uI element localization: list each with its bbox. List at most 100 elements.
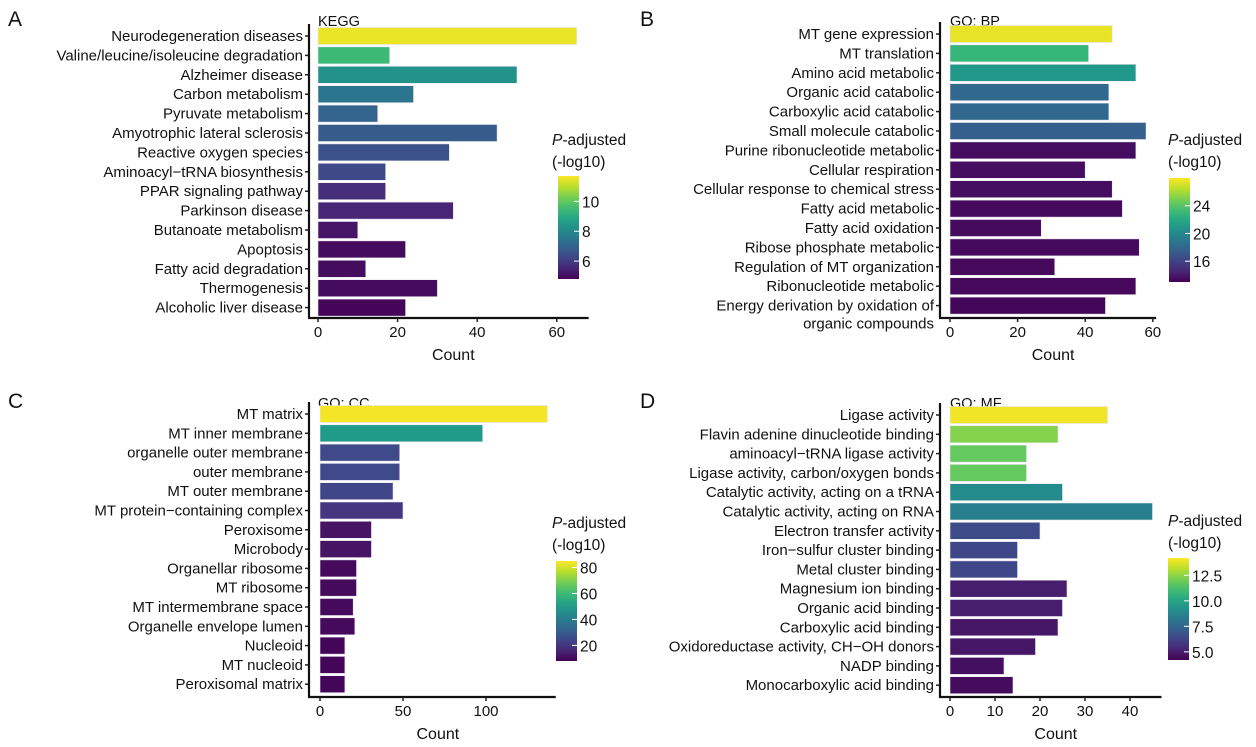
legend-title-p: P: [552, 132, 563, 149]
category-label: Amino acid metabolic: [791, 65, 934, 82]
bar: [949, 25, 1113, 43]
legend-title-adjusted: -adjusted: [562, 515, 626, 532]
colorbar-tick-label: 8: [582, 224, 591, 241]
category-label: organelle outer membrane: [127, 445, 303, 462]
category-label: Small molecule catabolic: [769, 123, 935, 140]
x-axis-title: Count: [1032, 347, 1075, 364]
category-label: Purine ribonucleotide metabolic: [725, 142, 935, 159]
colorbar-tick-label: 20: [580, 638, 598, 655]
category-label: Organellar ribosome: [167, 560, 303, 577]
bar: [949, 141, 1137, 160]
category-label: Amyotrophic lateral sclerosis: [112, 125, 303, 142]
category-label: Oxidoreductase activity, CH−OH donors: [669, 639, 934, 656]
x-tick-label: 40: [1122, 703, 1139, 720]
category-label: Alcoholic liver disease: [155, 300, 303, 317]
bar: [949, 83, 1110, 101]
bar: [317, 46, 390, 65]
colorbar-tick-label: 10.0: [1192, 594, 1223, 611]
x-tick-label: 40: [469, 324, 486, 341]
legend-subtitle: (-log10): [552, 537, 605, 554]
legend-subtitle: (-log10): [552, 154, 605, 171]
category-label: Monocarboxylic acid binding: [746, 677, 934, 694]
bar: [949, 199, 1123, 218]
bar: [317, 259, 367, 278]
category-label: Apoptosis: [237, 241, 303, 258]
bar: [949, 64, 1137, 82]
category-label: Thermogenesis: [200, 280, 303, 297]
category-label: MT ribosome: [216, 580, 303, 597]
category-label: Magnesium ion binding: [780, 581, 934, 598]
x-tick-label: 0: [314, 324, 322, 341]
colorbar-tick-label: 12.5: [1192, 568, 1222, 585]
bar: [317, 104, 379, 123]
colorbar: [556, 561, 577, 661]
panel-title: KEGG: [318, 14, 360, 30]
bar: [949, 676, 1014, 695]
bar: [949, 406, 1108, 424]
bar: [319, 501, 404, 520]
category-label: PPAR signaling pathway: [140, 183, 304, 200]
category-label: aminoacyl−tRNA ligase activity: [729, 446, 934, 463]
bar: [319, 656, 346, 674]
colorbar-tick-label: 6: [582, 254, 591, 271]
x-tick-label: 60: [548, 324, 565, 341]
category-label: Ribonucleotide metabolic: [766, 278, 934, 295]
category-label: Butanoate metabolism: [154, 222, 303, 239]
colorbar-tick-label: 10: [582, 194, 600, 211]
x-tick-label: 40: [1077, 324, 1094, 341]
panel-letter: A: [8, 8, 22, 31]
category-label: Peroxisome: [224, 522, 303, 539]
bar: [319, 443, 400, 462]
category-label: MT protein−containing complex: [94, 503, 303, 520]
bar: [317, 163, 386, 181]
legend-subtitle: (-log10): [1168, 535, 1221, 552]
colorbar-tick-label: 20: [1193, 226, 1211, 243]
category-label: Nucleoid: [245, 638, 303, 655]
category-label: Ligase activity: [840, 407, 935, 424]
category-label: Parkinson disease: [180, 203, 303, 220]
bar: [319, 636, 346, 655]
bar: [949, 102, 1110, 121]
bar: [319, 617, 356, 636]
colorbar-tick-label: 40: [580, 612, 598, 629]
x-tick-label: 100: [473, 703, 498, 720]
bar: [317, 240, 406, 259]
bar: [949, 238, 1140, 257]
bar: [317, 298, 406, 317]
x-tick-label: 50: [395, 703, 412, 720]
category-label: Fatty acid metabolic: [801, 201, 935, 218]
colorbar-tick-label: 16: [1193, 254, 1210, 271]
category-label: MT translation: [839, 45, 934, 62]
category-label: Carboxylic acid binding: [780, 619, 934, 636]
x-tick-label: 0: [946, 324, 954, 341]
bar: [949, 502, 1153, 521]
colorbar: [1168, 558, 1189, 660]
category-label: Organic acid binding: [797, 600, 934, 617]
category-label: MT gene expression: [798, 26, 934, 43]
category-label: Organelle envelope lumen: [128, 618, 303, 635]
bar: [949, 637, 1036, 656]
bar: [317, 124, 498, 142]
panel-letter: C: [8, 390, 23, 413]
category-label: MT nucleoid: [222, 657, 303, 674]
category-label: Pyruvate metabolism: [163, 106, 303, 123]
bar: [949, 483, 1063, 502]
category-label: MT intermembrane space: [132, 599, 303, 616]
category-label: Neurodegeneration diseases: [111, 28, 303, 45]
panel-a: A KEGG Neurodegeneration diseases Valine/le…: [8, 8, 626, 364]
colorbar: [558, 176, 579, 279]
bar: [319, 578, 357, 597]
bar: [949, 122, 1147, 140]
bar: [949, 444, 1027, 463]
legend-title-adjusted: -adjusted: [1178, 132, 1242, 149]
bar: [949, 579, 1068, 598]
colorbar-tick-label: 24: [1193, 199, 1211, 216]
x-tick-label: 20: [389, 324, 406, 341]
bar: [949, 277, 1137, 296]
bar: [949, 560, 1018, 579]
bar: [317, 66, 518, 84]
bar: [949, 618, 1059, 637]
